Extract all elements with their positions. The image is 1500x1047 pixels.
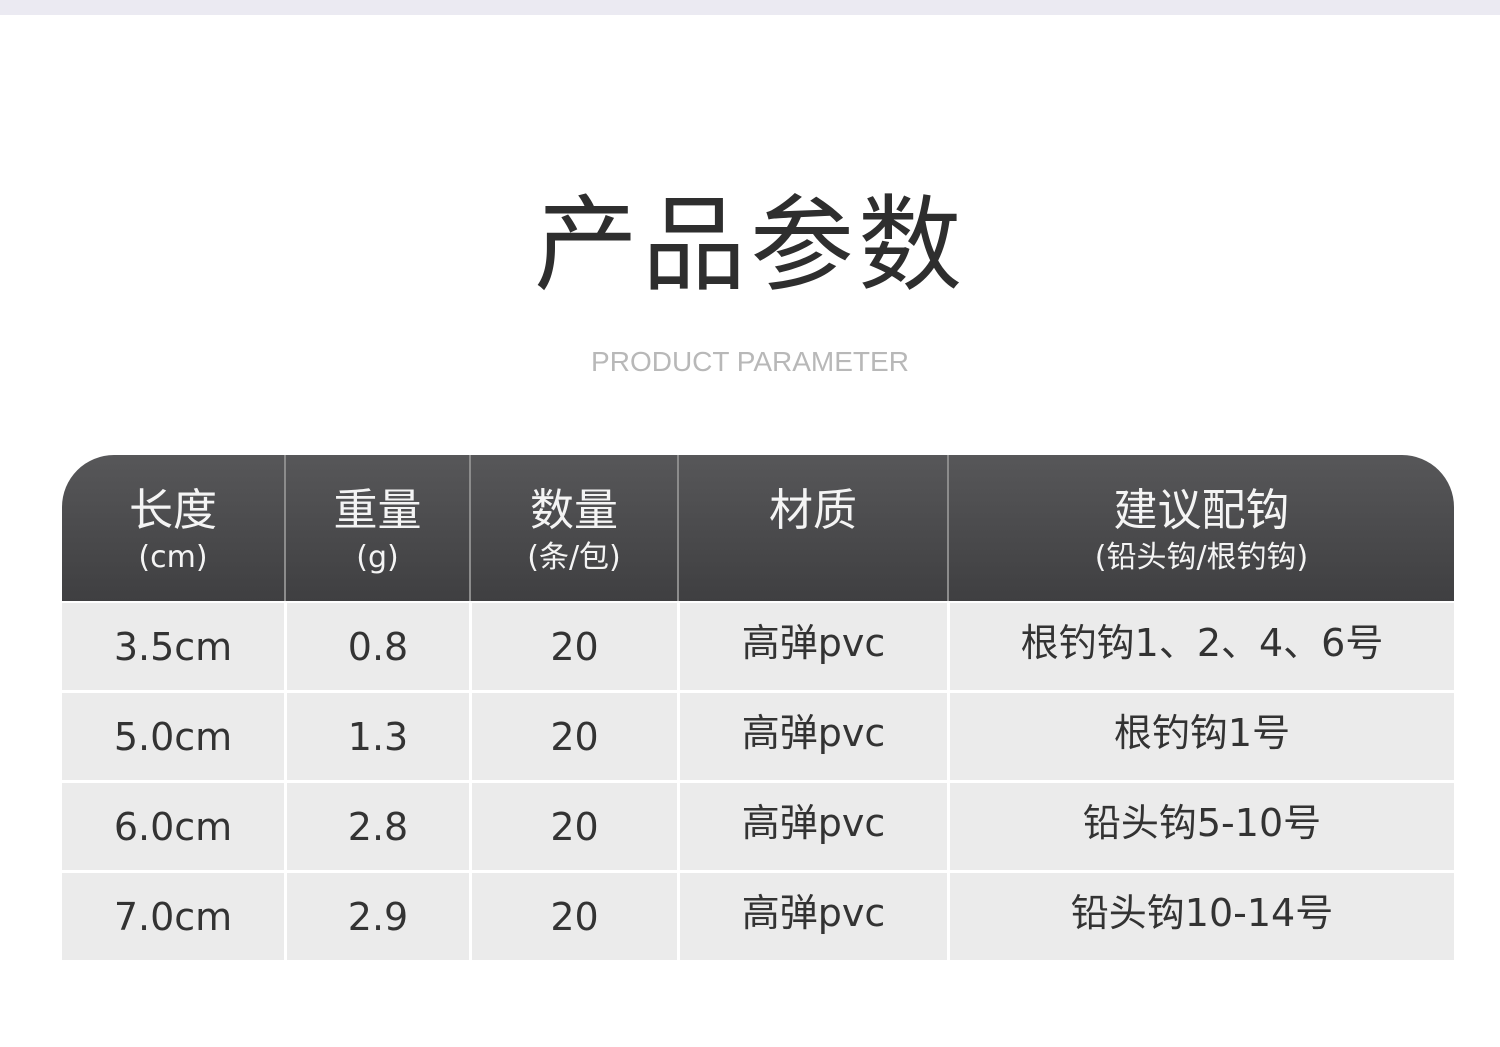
page-subtitle: PRODUCT PARAMETER — [591, 346, 909, 377]
table-row: 3.5cm 0.8 20 高弹pvc 根钓钩1、2、4、6号 — [62, 603, 1454, 690]
table-row: 5.0cm 1.3 20 高弹pvc 根钓钩1号 — [62, 693, 1454, 780]
table-header: 长度 (cm) 重量 (g) 数量 (条/包) 材质 建议配钩 (铅头钩/根钓钩) — [62, 455, 1454, 601]
cell-hook: 根钓钩1、2、4、6号 — [950, 603, 1454, 690]
cell-hook: 根钓钩1号 — [950, 693, 1454, 780]
cell-length: 3.5cm — [62, 603, 284, 690]
header-weight: 重量 (g) — [286, 455, 471, 601]
header-unit: (g) — [356, 540, 399, 575]
header-length: 长度 (cm) — [62, 455, 286, 601]
cell-quantity: 20 — [472, 783, 677, 870]
cell-material: 高弹pvc — [680, 603, 947, 690]
cell-material: 高弹pvc — [680, 873, 947, 960]
page-title: 产品参数 — [533, 184, 966, 306]
header-label: 长度 — [129, 485, 217, 536]
cell-material: 高弹pvc — [680, 693, 947, 780]
cell-length: 7.0cm — [62, 873, 284, 960]
header-label: 材质 — [769, 485, 857, 536]
cell-quantity: 20 — [472, 693, 677, 780]
cell-hook: 铅头钩5-10号 — [950, 783, 1454, 870]
cell-weight: 2.8 — [287, 783, 469, 870]
cell-material: 高弹pvc — [680, 783, 947, 870]
cell-quantity: 20 — [472, 873, 677, 960]
cell-weight: 2.9 — [287, 873, 469, 960]
cell-weight: 0.8 — [287, 603, 469, 690]
header-hook: 建议配钩 (铅头钩/根钓钩) — [949, 455, 1454, 601]
header-unit: (条/包) — [527, 540, 621, 575]
header-quantity: 数量 (条/包) — [471, 455, 679, 601]
cell-hook: 铅头钩10-14号 — [950, 873, 1454, 960]
cell-quantity: 20 — [472, 603, 677, 690]
table-row: 6.0cm 2.8 20 高弹pvc 铅头钩5-10号 — [62, 783, 1454, 870]
header-label: 建议配钩 — [1113, 485, 1290, 536]
header-unit: (cm) — [138, 540, 208, 575]
cell-length: 6.0cm — [62, 783, 284, 870]
table-row: 7.0cm 2.9 20 高弹pvc 铅头钩10-14号 — [62, 873, 1454, 960]
header-label: 重量 — [333, 485, 422, 536]
header-unit: (铅头钩/根钓钩) — [1094, 540, 1309, 575]
parameter-table: 长度 (cm) 重量 (g) 数量 (条/包) 材质 建议配钩 (铅头钩/根钓钩) 3.… — [62, 455, 1454, 960]
cell-weight: 1.3 — [287, 693, 469, 780]
header-label: 数量 — [530, 485, 618, 536]
header-material: 材质 — [679, 455, 949, 601]
cell-length: 5.0cm — [62, 693, 284, 780]
top-band — [0, 0, 1500, 15]
